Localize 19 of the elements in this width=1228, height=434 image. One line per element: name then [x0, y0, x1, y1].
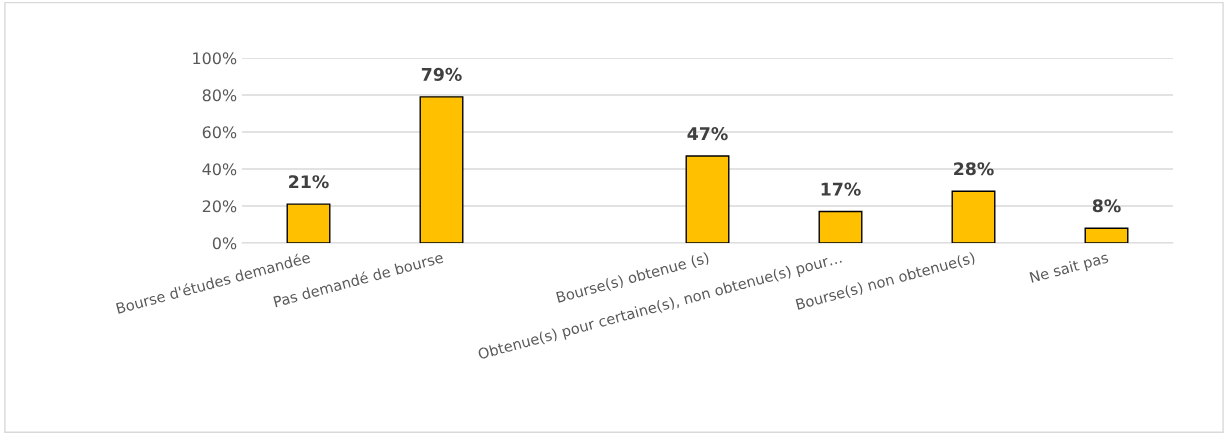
y-tick-label: 100% — [193, 52, 237, 65]
y-tick-label: 60% — [202, 126, 237, 139]
data-label: 79% — [421, 67, 462, 81]
y-tick-label: 40% — [202, 163, 237, 176]
bar — [951, 190, 996, 243]
data-label: 28% — [954, 162, 994, 176]
data-label: 21% — [289, 175, 329, 189]
y-tick-label: 80% — [202, 89, 237, 102]
bar — [419, 96, 464, 243]
data-label: 8% — [1092, 199, 1121, 213]
bar — [286, 203, 331, 243]
y-tick-label: 20% — [202, 200, 237, 213]
y-tick-label: 0% — [212, 237, 237, 250]
data-label: 47% — [687, 127, 728, 141]
bar — [685, 155, 730, 243]
bar — [818, 210, 863, 243]
bar — [1084, 227, 1129, 243]
data-label: 17% — [821, 182, 861, 196]
x-tick-label: Ne sait pas — [1029, 251, 1110, 286]
